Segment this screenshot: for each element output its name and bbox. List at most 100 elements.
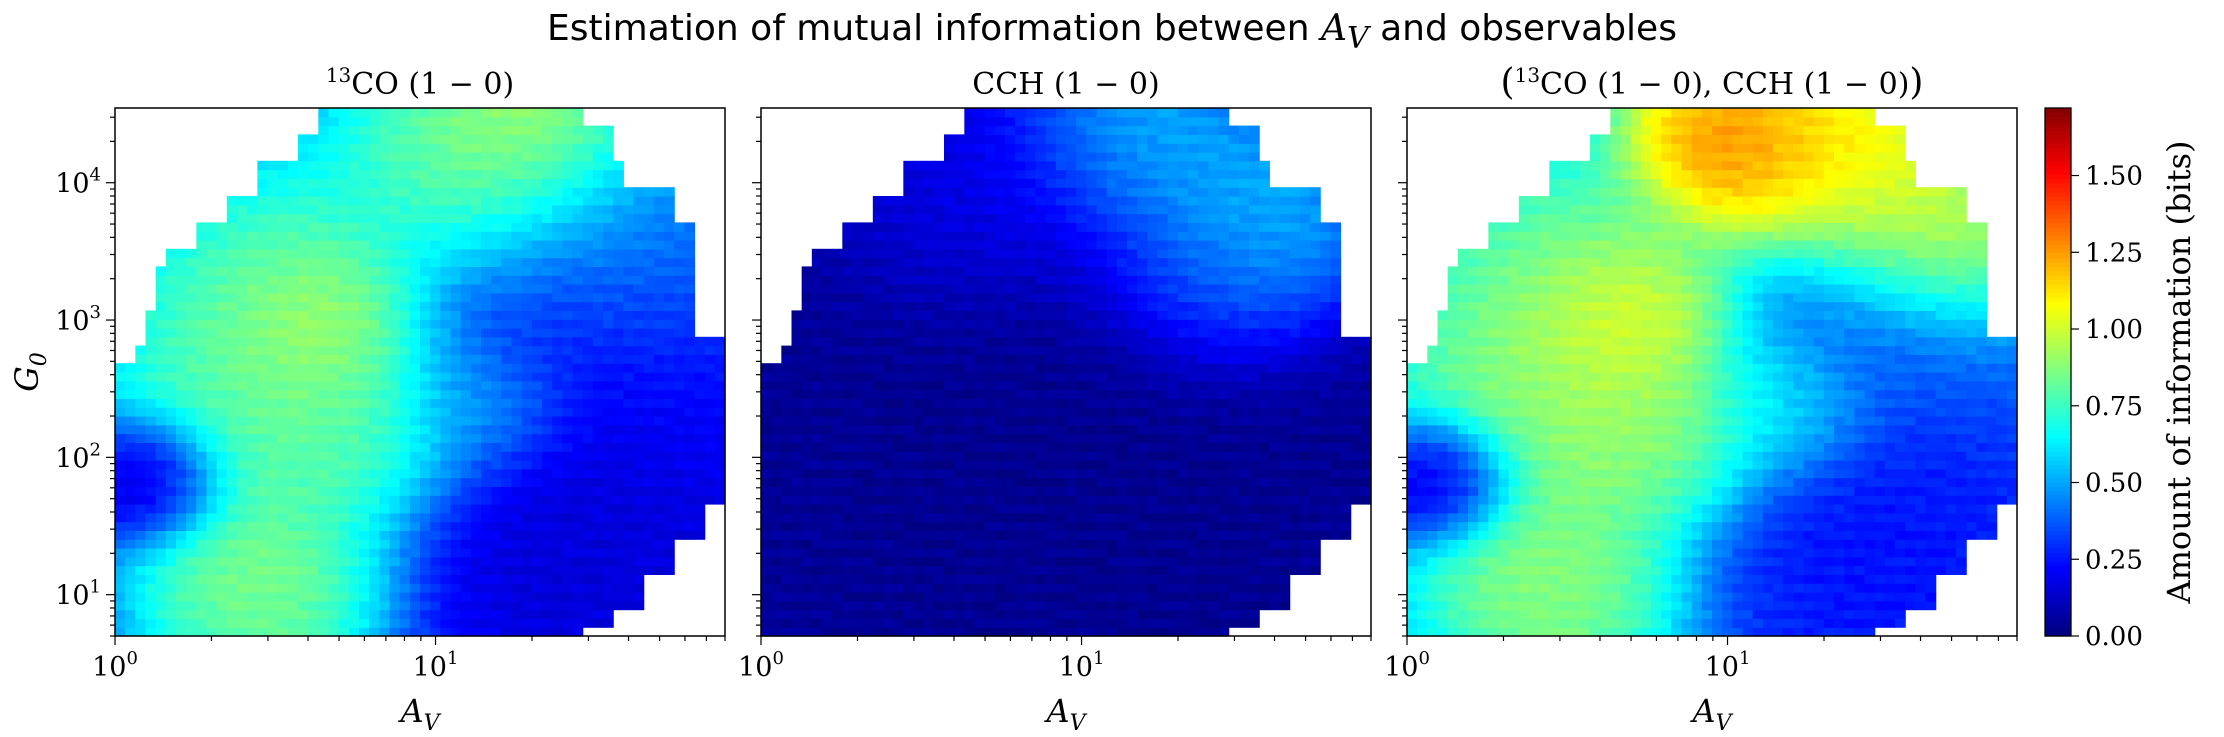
heatmap-cell	[933, 222, 945, 232]
heatmap-cell	[791, 336, 803, 347]
heatmap-cell	[964, 416, 976, 426]
heatmap-cell	[572, 231, 584, 241]
heatmap-cell	[964, 354, 976, 364]
heatmap-cell	[842, 618, 854, 628]
heatmap-cell	[1035, 240, 1047, 250]
heatmap-cell	[923, 275, 935, 285]
heatmap-cell	[893, 240, 904, 250]
heatmap-cell	[643, 477, 655, 487]
heatmap-cell	[954, 319, 965, 329]
heatmap-cell	[389, 583, 401, 593]
heatmap-cell	[552, 407, 563, 417]
heatmap-cell	[933, 231, 945, 241]
heatmap-cell	[1035, 556, 1047, 567]
heatmap-cell	[115, 398, 126, 408]
heatmap-cell	[944, 301, 955, 311]
heatmap-cell	[883, 556, 894, 567]
heatmap-cell	[1045, 160, 1057, 171]
heatmap-cell	[521, 354, 533, 364]
heatmap-cell	[883, 275, 894, 285]
heatmap-cell	[511, 134, 523, 144]
heatmap-cell	[633, 275, 645, 285]
heatmap-cell	[369, 460, 380, 470]
heatmap-cell	[842, 468, 854, 479]
heatmap-cell	[470, 416, 482, 426]
heatmap-cell	[572, 574, 584, 584]
heatmap-cell	[430, 240, 441, 250]
heatmap-cell	[420, 460, 431, 470]
heatmap-cell	[842, 512, 854, 523]
heatmap-cell	[944, 160, 955, 171]
heatmap-cell	[1045, 495, 1057, 505]
heatmap-cell	[842, 592, 854, 602]
heatmap-cell	[994, 178, 1006, 188]
heatmap-cell	[954, 512, 965, 523]
heatmap-cell	[348, 169, 360, 179]
heatmap-cell	[933, 424, 945, 435]
heatmap-cell	[704, 380, 716, 391]
heatmap-cell	[643, 354, 655, 364]
heatmap-cell	[531, 292, 543, 303]
heatmap-cell	[165, 319, 177, 329]
heatmap-cell	[872, 407, 884, 417]
heatmap-cell	[1045, 169, 1057, 179]
heatmap-cell	[450, 363, 462, 373]
heatmap-cell	[511, 556, 523, 567]
heatmap-cell	[257, 266, 269, 276]
heatmap-cell	[298, 178, 309, 188]
heatmap-cell	[714, 433, 726, 443]
heatmap-cell	[511, 583, 523, 593]
heatmap-cell	[801, 600, 813, 611]
heatmap-cell	[643, 275, 655, 285]
heatmap-cell	[903, 530, 915, 540]
heatmap-cell	[944, 187, 955, 197]
heatmap-cell	[592, 134, 604, 144]
heatmap-cell	[694, 363, 706, 373]
heatmap-cell	[1025, 486, 1037, 496]
heatmap-cell	[893, 451, 904, 461]
heatmap-cell	[1106, 301, 1118, 311]
heatmap-cell	[694, 530, 706, 540]
heatmap-cell	[399, 284, 411, 294]
heatmap-cell	[1025, 204, 1037, 215]
heatmap-cell	[852, 433, 864, 443]
heatmap-cell	[572, 433, 584, 443]
heatmap-cell	[450, 539, 462, 549]
heatmap-cell	[552, 433, 563, 443]
heatmap-cell	[984, 345, 996, 355]
heatmap-cell	[348, 134, 360, 144]
heatmap-cell	[186, 389, 197, 399]
heatmap-cell	[338, 345, 350, 355]
heatmap-cell	[1106, 240, 1118, 250]
heatmap-cell	[176, 407, 187, 417]
heatmap-cell	[842, 275, 854, 285]
heatmap-cell	[664, 266, 675, 276]
heatmap-cell	[521, 556, 533, 567]
heatmap-cell	[318, 539, 330, 549]
heatmap-cell	[267, 178, 279, 188]
heatmap-cell	[409, 380, 421, 391]
heatmap-cell	[481, 407, 492, 417]
heatmap-cell	[176, 486, 187, 496]
heatmap-cell	[389, 398, 401, 408]
heatmap-cell	[511, 248, 523, 259]
heatmap-cell	[298, 363, 309, 373]
heatmap-cell	[1086, 222, 1098, 232]
heatmap-cell	[1106, 600, 1118, 611]
heatmap-cell	[1035, 336, 1047, 347]
heatmap-cell	[1106, 222, 1118, 232]
heatmap-cell	[1025, 310, 1037, 320]
heatmap-cell	[328, 284, 340, 294]
heatmap-cell	[409, 539, 421, 549]
heatmap-cell	[592, 389, 604, 399]
heatmap-cell	[206, 328, 218, 338]
heatmap-cell	[883, 284, 894, 294]
heatmap-cell	[267, 627, 279, 637]
heatmap-cell	[389, 565, 401, 575]
heatmap-cell	[216, 407, 228, 417]
heatmap-cell	[379, 336, 391, 347]
heatmap-cell	[1035, 363, 1047, 373]
heatmap-cell	[440, 380, 452, 391]
heatmap-cell	[1066, 231, 1077, 241]
